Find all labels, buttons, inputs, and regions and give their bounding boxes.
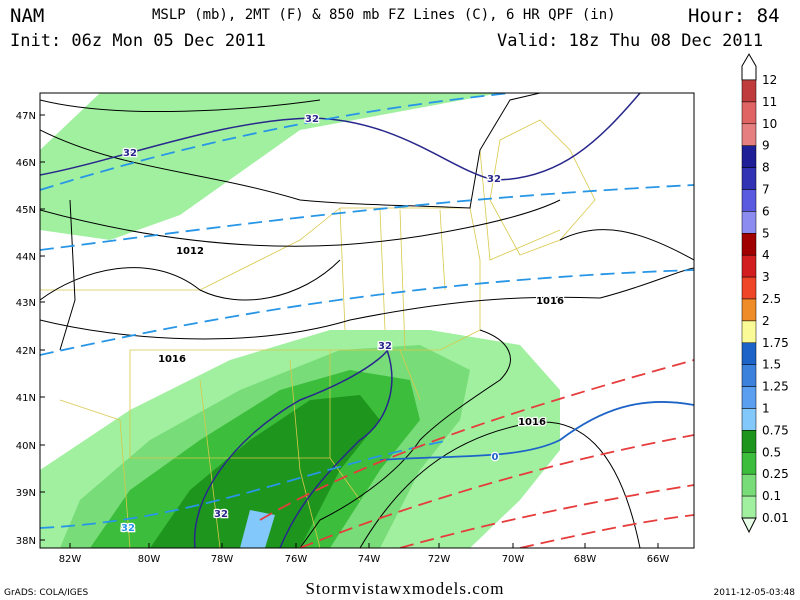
lat-label: 41N <box>16 393 36 404</box>
contour-label: 32 <box>121 523 135 534</box>
legend-label: 0.75 <box>762 423 789 437</box>
lat-label: 38N <box>16 536 36 547</box>
contour-label: 32 <box>305 114 319 125</box>
legend-swatch <box>741 408 757 431</box>
legend-label: 1.75 <box>762 336 789 350</box>
legend-label: 0.01 <box>762 511 789 525</box>
lon-label: 66W <box>647 554 670 565</box>
legend-label: 6 <box>762 204 770 218</box>
site-name: Stormvistawxmodels.com <box>305 579 504 598</box>
legend-swatch <box>741 145 757 168</box>
legend-label: 8 <box>762 161 770 175</box>
legend-label: 12 <box>762 73 777 87</box>
legend-label: 0.5 <box>762 445 781 459</box>
legend-swatch <box>741 233 757 256</box>
grads-credit: GrADS: COLA/IGES <box>4 588 88 598</box>
legend-label: 1 <box>762 402 770 416</box>
contour-label: 1016 <box>158 354 186 365</box>
legend-label: 10 <box>762 117 777 131</box>
legend-label: 2 <box>762 314 770 328</box>
legend-swatch <box>741 364 757 387</box>
contour-label: 32 <box>487 174 501 185</box>
legend-swatch <box>741 254 757 278</box>
legend-swatch <box>741 276 757 300</box>
map-title: MSLP (mb), 2MT (F) & 850 mb FZ Lines (C)… <box>152 7 616 23</box>
lat-label: 44N <box>16 252 36 263</box>
legend-swatch <box>741 386 757 409</box>
legend-label: 1.25 <box>762 380 789 394</box>
contour-label: 32 <box>214 509 228 520</box>
map-area <box>40 93 694 548</box>
contour-label: 0 <box>492 452 499 463</box>
legend-label: 5 <box>762 226 770 240</box>
legend-swatch <box>741 495 757 519</box>
legend-label: 11 <box>762 95 777 109</box>
legend-cap <box>741 53 757 81</box>
map-frame <box>39 92 695 549</box>
lat-label: 45N <box>16 205 36 216</box>
lat-label: 46N <box>16 158 36 169</box>
model-name: NAM <box>10 5 44 27</box>
legend-swatch <box>741 298 757 322</box>
lon-label: 80W <box>138 554 161 565</box>
lat-label: 40N <box>16 441 36 452</box>
contour-label: 1016 <box>518 417 546 428</box>
legend-swatch <box>741 189 757 212</box>
legend-swatch <box>741 79 757 103</box>
lon-label: 76W <box>285 554 308 565</box>
legend-swatch <box>741 211 757 234</box>
lat-label: 47N <box>16 111 36 122</box>
legend-swatch <box>741 342 757 365</box>
legend-swatch <box>741 473 757 497</box>
lon-label: 78W <box>211 554 234 565</box>
lon-label: 72W <box>428 554 451 565</box>
lon-label: 68W <box>574 554 597 565</box>
legend-swatch <box>741 452 757 475</box>
legend-swatch <box>741 320 757 344</box>
lat-label: 43N <box>16 298 36 309</box>
forecast-hour: Hour: 84 <box>688 5 780 27</box>
init-time: Init: 06z Mon 05 Dec 2011 <box>10 31 266 51</box>
contour-label: 32 <box>123 148 137 159</box>
legend-cap <box>741 517 757 534</box>
lon-label: 82W <box>59 554 82 565</box>
timestamp: 2011-12-05-03:48 <box>714 588 796 598</box>
legend-label: 4 <box>762 248 770 262</box>
legend-label: 0.25 <box>762 467 789 481</box>
legend-label: 0.1 <box>762 489 781 503</box>
legend-swatch <box>741 123 757 146</box>
legend-swatch <box>741 430 757 453</box>
legend-label: 1.5 <box>762 358 781 372</box>
contour-label: 32 <box>378 341 392 352</box>
lon-label: 74W <box>358 554 381 565</box>
lat-label: 39N <box>16 488 36 499</box>
legend-swatch <box>741 167 757 190</box>
legend-swatch <box>741 101 757 125</box>
legend-label: 2.5 <box>762 292 781 306</box>
valid-time: Valid: 18z Thu 08 Dec 2011 <box>497 31 763 51</box>
legend-label: 7 <box>762 183 770 197</box>
lat-label: 42N <box>16 346 36 357</box>
contour-label: 1016 <box>536 296 564 307</box>
legend-label: 3 <box>762 270 770 284</box>
lon-label: 70W <box>502 554 525 565</box>
legend-label: 9 <box>762 139 770 153</box>
contour-label: 1012 <box>176 246 204 257</box>
